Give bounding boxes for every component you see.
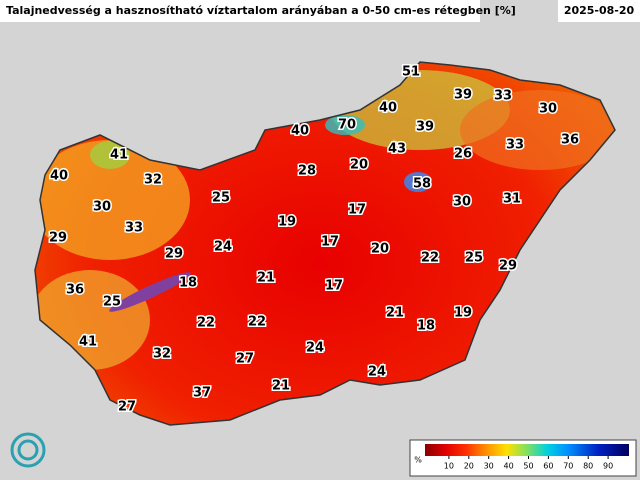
- colorbar: [425, 444, 629, 456]
- station-value: 19: [278, 215, 296, 230]
- station-value: 33: [494, 89, 512, 104]
- station-value: 58: [413, 177, 431, 192]
- station-value: 29: [165, 247, 183, 262]
- station-value: 30: [453, 195, 471, 210]
- station-value: 32: [153, 347, 171, 362]
- date-box: [558, 0, 640, 22]
- station-value: 27: [236, 352, 254, 367]
- station-value: 20: [371, 242, 389, 257]
- station-value: 20: [350, 158, 368, 173]
- station-value: 22: [248, 315, 266, 330]
- station-value: 31: [503, 192, 521, 207]
- colorbar-tick-label: 20: [464, 462, 474, 471]
- colorbar-tick-label: 40: [504, 462, 514, 471]
- station-value: 21: [257, 271, 275, 286]
- station-value: 21: [386, 306, 404, 321]
- station-value: 37: [193, 386, 211, 401]
- station-value: 33: [125, 221, 143, 236]
- station-value: 36: [561, 133, 579, 148]
- colorbar-tick-label: 60: [543, 462, 553, 471]
- station-value: 29: [499, 259, 517, 274]
- station-value: 24: [306, 341, 324, 356]
- station-value: 40: [379, 101, 397, 116]
- title: Talajnedvesség a hasznosítható víztartal…: [6, 4, 516, 17]
- lake: [109, 272, 191, 312]
- colorbar-tick-label: 90: [603, 462, 613, 471]
- station-value: 28: [298, 164, 316, 179]
- logo: [10, 432, 46, 468]
- border: [34, 61, 616, 426]
- station-value: 40: [50, 169, 68, 184]
- station-value: 17: [321, 235, 339, 250]
- station-value: 39: [454, 88, 472, 103]
- station-value: 32: [144, 173, 162, 188]
- station-value: 25: [465, 251, 483, 266]
- station-value: 30: [93, 200, 111, 215]
- station-value: 22: [421, 251, 439, 266]
- station-value: 17: [325, 279, 343, 294]
- station-value: 24: [368, 365, 386, 380]
- station-value: 40: [291, 124, 309, 139]
- station-value: 41: [79, 335, 97, 350]
- station-value: 25: [212, 191, 230, 206]
- station-value: 51: [402, 65, 420, 80]
- station-value: 18: [417, 319, 435, 334]
- colorbar-tick-label: 80: [583, 462, 593, 471]
- station-value: 43: [388, 142, 406, 157]
- station-value: 21: [272, 379, 290, 394]
- title-box: [0, 0, 480, 22]
- date: 2025-08-20: [564, 4, 635, 17]
- station-value: 22: [197, 316, 215, 331]
- colorbar-tick-label: 70: [563, 462, 573, 471]
- station-value: 36: [66, 283, 84, 298]
- station-value: 30: [539, 102, 557, 117]
- station-value: 70: [338, 118, 356, 133]
- colorbar-tick-label: 10: [444, 462, 454, 471]
- station-value: 39: [416, 120, 434, 135]
- station-value: 19: [454, 306, 472, 321]
- station-value: 26: [454, 147, 472, 162]
- colorbar-unit: %: [414, 456, 422, 465]
- station-value: 25: [103, 295, 121, 310]
- station-value: 41: [110, 148, 128, 163]
- station-value: 27: [118, 400, 136, 415]
- station-value: 29: [49, 231, 67, 246]
- station-value: 24: [214, 240, 232, 255]
- station-value: 17: [348, 203, 366, 218]
- colorbar-tick-label: 30: [484, 462, 494, 471]
- colorbar-tick-label: 50: [523, 462, 533, 471]
- station-value: 33: [506, 138, 524, 153]
- station-value: 18: [179, 276, 197, 291]
